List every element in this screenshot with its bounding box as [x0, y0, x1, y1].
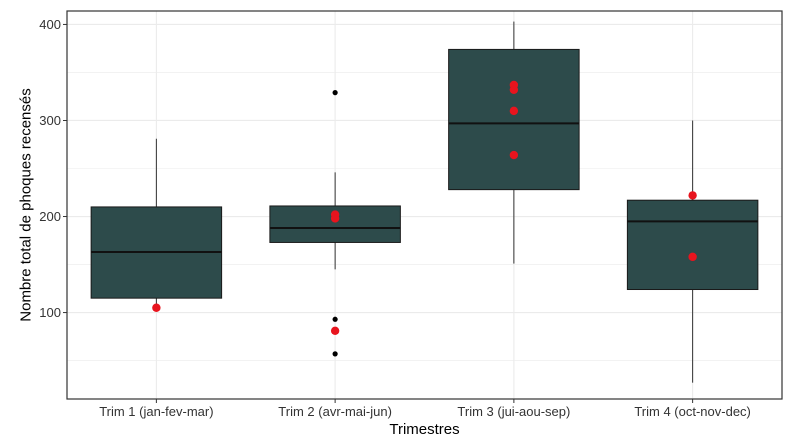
outlier-point	[332, 316, 338, 322]
observation-point	[509, 85, 519, 94]
x-tick-label: Trim 1 (jan-fev-mar)	[99, 404, 213, 419]
y-tick-label: 400	[39, 17, 61, 32]
box-iqr	[448, 48, 580, 191]
x-tick-label: Trim 4 (oct-nov-dec)	[634, 404, 751, 419]
outlier-point	[332, 351, 338, 357]
box-layer	[90, 21, 759, 383]
observation-point	[509, 150, 519, 160]
y-tick-label: 200	[39, 209, 61, 224]
y-axis-title: Nombre total de phoques recensés	[17, 88, 34, 321]
y-tick-label: 300	[39, 113, 61, 128]
outlier-point	[332, 90, 338, 96]
point-layer	[152, 80, 697, 357]
observation-point	[330, 326, 340, 336]
observation-point	[509, 106, 519, 116]
x-tick-label: Trim 2 (avr-mai-jun)	[278, 404, 392, 419]
box-iqr	[626, 199, 759, 291]
y-tick-label: 100	[39, 305, 61, 320]
x-axis-title: Trimestres	[389, 421, 459, 438]
observation-point	[688, 191, 697, 200]
observation-point	[152, 303, 161, 312]
observation-point	[688, 252, 697, 262]
observation-point	[330, 214, 340, 223]
panel-border	[66, 10, 783, 400]
x-tick-label: Trim 3 (jui-aou-sep)	[457, 404, 570, 419]
axis-layer: 100 200 300 400 Trim 1 (jan-fev-mar) Trim 2 (…	[39, 17, 751, 419]
